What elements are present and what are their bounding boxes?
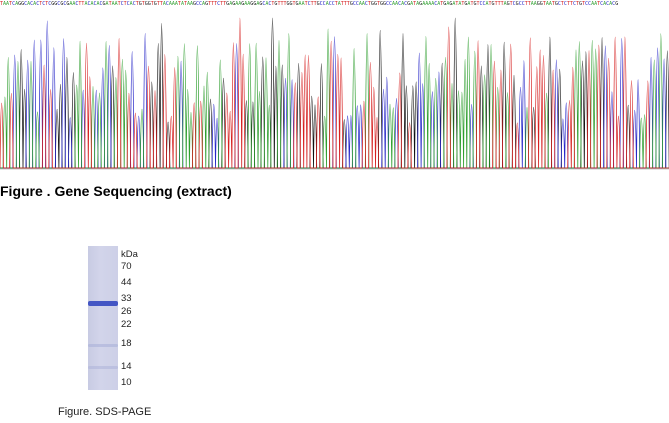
marker-label: 18 <box>121 338 132 349</box>
faint-band <box>88 366 118 369</box>
marker-label: 22 <box>121 319 132 330</box>
marker-label: 70 <box>121 261 132 272</box>
gel-lane <box>88 246 118 390</box>
marker-label: 33 <box>121 293 132 304</box>
marker-label: 14 <box>121 361 132 372</box>
sds-page-caption: Figure. SDS-PAGE <box>58 406 152 418</box>
marker-label: 44 <box>121 277 132 288</box>
marker-label: 26 <box>121 306 132 317</box>
protein-band <box>88 301 118 306</box>
trace-T <box>0 17 669 169</box>
sequencing-chromatogram <box>0 17 669 170</box>
base-call-sequence: TAATCAGGCACACTCTCGGCGCGAACTTACACACGATAAT… <box>0 1 619 7</box>
marker-unit-label: kDa <box>121 249 138 260</box>
trace-G <box>0 17 669 169</box>
marker-label: 10 <box>121 377 132 388</box>
faint-band <box>88 344 118 347</box>
trace-C <box>0 20 669 169</box>
trace-A <box>0 28 669 169</box>
sequencing-figure-caption: Figure . Gene Sequencing (extract) <box>0 183 232 199</box>
